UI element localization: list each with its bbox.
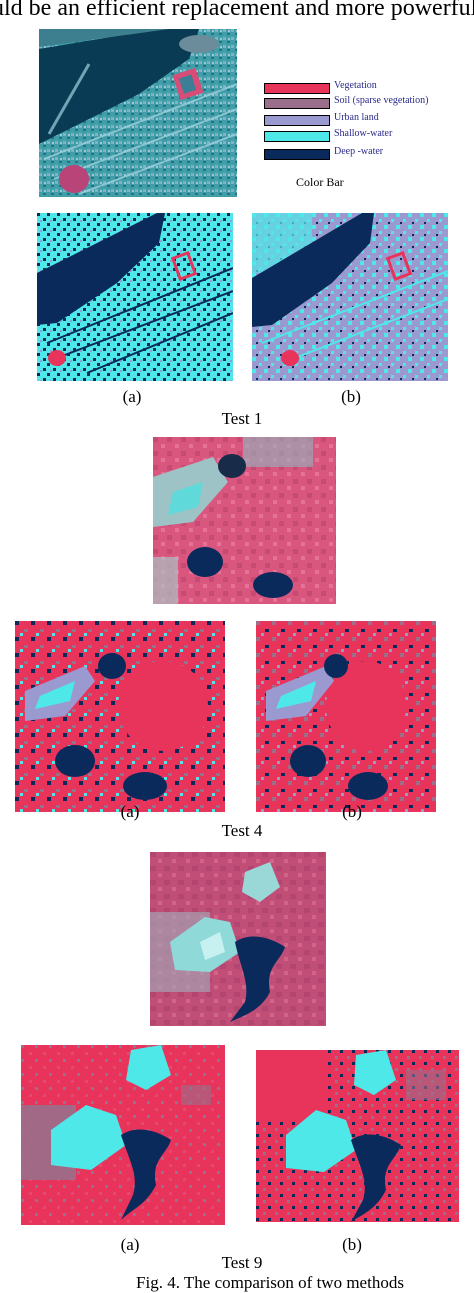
test4-caption-a: (a) (120, 802, 140, 821)
legend-swatch (264, 115, 330, 126)
legend-swatch (264, 131, 330, 142)
legend-label: Urban land (334, 112, 379, 123)
legend-label: Deep -water (334, 146, 384, 157)
figure-caption: Fig. 4. The comparison of two methods (136, 1273, 404, 1292)
legend-swatch (264, 98, 330, 109)
test9-result-a (21, 1045, 225, 1225)
test4-result-a (15, 621, 225, 812)
legend-label: Vegetation (334, 80, 377, 91)
test1-label: Test 1 (221, 409, 263, 428)
legend-label: Shallow-water (334, 128, 393, 139)
test4-original-image (153, 437, 336, 604)
test1-result-a (37, 213, 233, 381)
legend-swatch (264, 83, 330, 94)
test9-label: Test 9 (221, 1253, 263, 1272)
test1-caption-b: (b) (341, 387, 361, 406)
color-bar-title: Color Bar (296, 175, 344, 189)
test1-original-image (39, 29, 237, 197)
test4-result-b (256, 621, 436, 812)
test9-caption-b: (b) (342, 1235, 362, 1254)
test4-label: Test 4 (221, 821, 263, 840)
test9-result-b (256, 1050, 459, 1222)
test9-caption-a: (a) (120, 1235, 140, 1254)
test9-original-image (150, 852, 326, 1026)
preceding-text-line: uld be an efficient replacement and more… (0, 0, 474, 21)
test1-result-b (252, 213, 448, 381)
legend-swatch (264, 149, 330, 160)
test1-caption-a: (a) (122, 387, 142, 406)
legend-label: Soil (sparse vegetation) (334, 95, 429, 106)
test4-caption-b: (b) (342, 802, 362, 821)
